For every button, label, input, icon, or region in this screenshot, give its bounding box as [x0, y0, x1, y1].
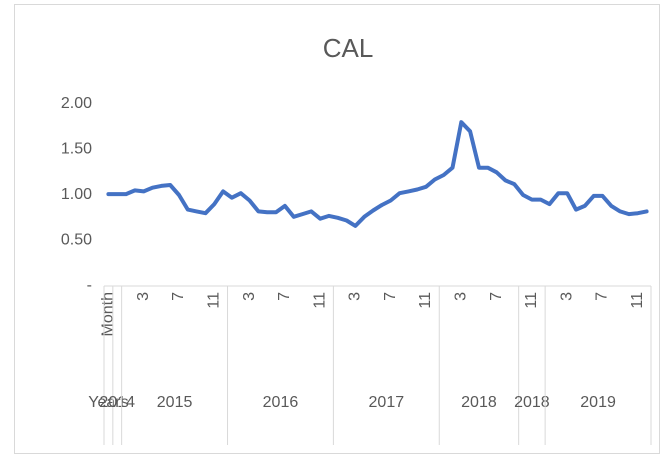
- x-tick-label: 7: [594, 292, 611, 301]
- x-group-label: Years: [88, 394, 128, 411]
- x-group-label: 2014: [99, 394, 135, 411]
- x-tick-label: 7: [488, 292, 505, 301]
- x-tick-label: 11: [311, 292, 328, 309]
- x-tick-label: 7: [276, 292, 293, 301]
- x-tick-label: 11: [206, 292, 223, 309]
- x-group-label: 2019: [580, 394, 616, 411]
- x-group-label: 2015: [157, 394, 193, 411]
- y-tick-label: 1.50: [61, 141, 92, 158]
- x-group-label: 2018: [461, 394, 497, 411]
- x-tick-label: 3: [453, 292, 470, 301]
- x-tick-label: 3: [347, 292, 364, 301]
- x-tick-label: 3: [558, 292, 575, 301]
- y-tick-label: 2.00: [61, 95, 92, 112]
- x-tick-label: 11: [523, 292, 540, 309]
- x-tick-label: 11: [417, 292, 434, 309]
- chart-title: CAL: [323, 33, 374, 63]
- x-group-label: 2018: [514, 394, 550, 411]
- x-tick-label: 3: [241, 292, 258, 301]
- x-tick-label: 3: [135, 292, 152, 301]
- x-tick-label: Month: [100, 292, 117, 336]
- y-tick-label: 1.00: [61, 186, 92, 203]
- x-group-label: 2016: [263, 394, 299, 411]
- x-tick-label: 11: [629, 292, 646, 309]
- x-tick-label: 7: [382, 292, 399, 301]
- x-tick-label: 7: [170, 292, 187, 301]
- y-tick-label: -: [87, 277, 92, 294]
- y-tick-label: 0.50: [61, 232, 92, 249]
- chart-border: [14, 4, 660, 454]
- line-series: [106, 120, 649, 228]
- x-group-label: 2017: [369, 394, 405, 411]
